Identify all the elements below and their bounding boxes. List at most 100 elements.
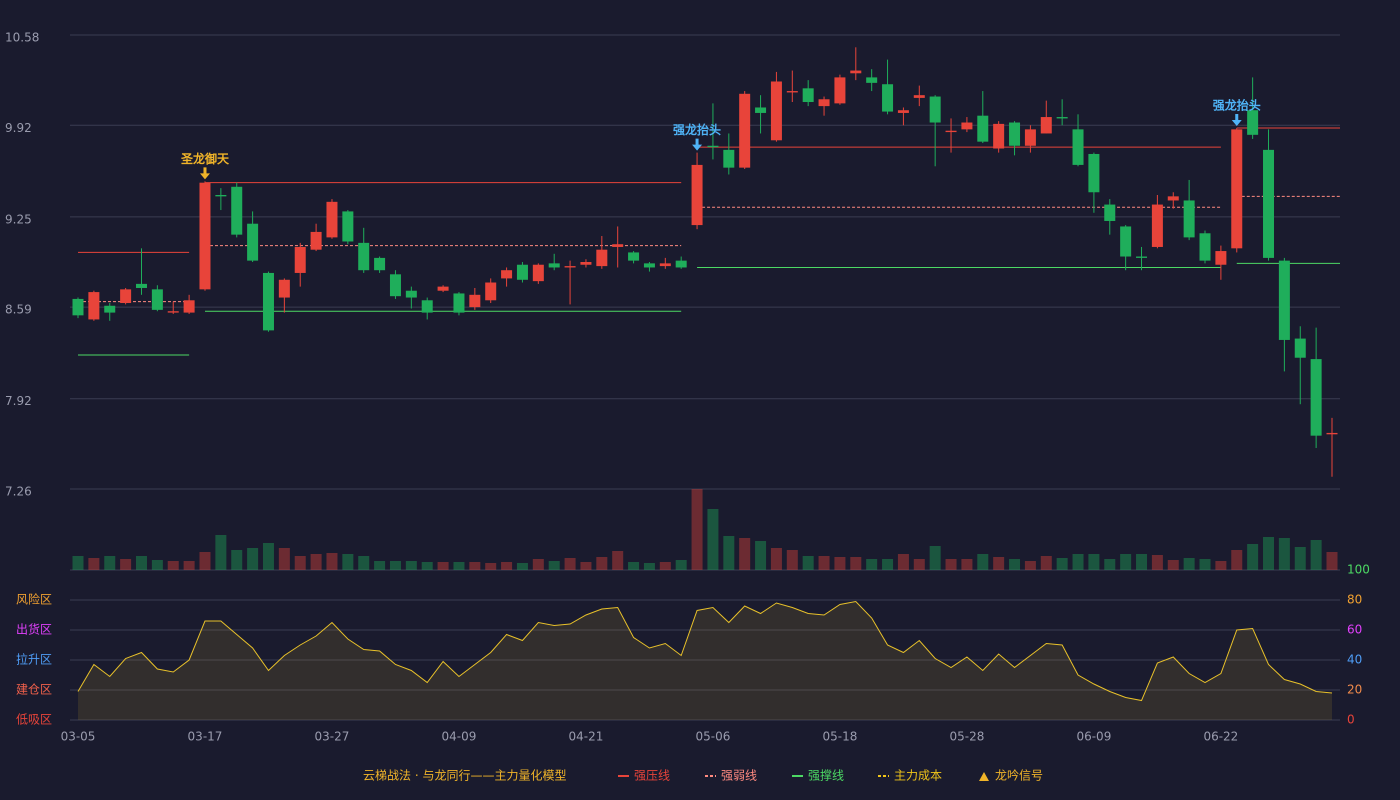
volume-bar xyxy=(135,556,147,570)
volume-bar xyxy=(882,559,894,570)
volume-bar xyxy=(675,560,687,570)
signal-label: 圣龙御天 xyxy=(180,151,230,166)
y-tick-label: 7.26 xyxy=(5,485,32,499)
volume-bar xyxy=(993,557,1005,570)
volume-bar xyxy=(786,550,798,570)
candle-body xyxy=(453,293,465,313)
volume-bar xyxy=(469,562,481,570)
candle-body xyxy=(850,70,862,74)
y2-tick-label: 40 xyxy=(1347,653,1362,667)
volume-bar xyxy=(167,561,179,570)
volume-bar xyxy=(231,550,243,570)
candle-body xyxy=(231,186,243,235)
volume-bar xyxy=(389,561,401,570)
volume-bar xyxy=(1263,537,1275,570)
volume-bar xyxy=(1278,538,1290,570)
candle-body xyxy=(342,211,354,242)
volume-bar xyxy=(691,489,703,570)
x-tick-label: 03-17 xyxy=(188,730,223,744)
candle-body xyxy=(469,294,481,308)
volume-bar xyxy=(88,558,100,570)
candle-body xyxy=(1215,251,1227,265)
volume-bar xyxy=(104,556,116,570)
volume-bar xyxy=(1183,558,1195,570)
zone-label: 建仓区 xyxy=(16,683,52,697)
candle-body xyxy=(1136,256,1148,258)
candle-body xyxy=(659,263,671,267)
candle-body xyxy=(1183,200,1195,238)
legend-label: 强撑线 xyxy=(808,768,844,783)
volume-bar xyxy=(818,556,830,570)
legend-label: 强压线 xyxy=(634,769,670,783)
volume-bar xyxy=(516,563,528,570)
volume-bar xyxy=(215,535,227,570)
volume-bar xyxy=(501,562,513,570)
candle-body xyxy=(1151,204,1163,247)
volume-bar xyxy=(1024,561,1036,570)
candle-body xyxy=(612,244,624,247)
legend-label: 龙吟信号 xyxy=(995,768,1043,783)
y2-tick-label: 20 xyxy=(1347,683,1362,697)
volume-bar xyxy=(1231,550,1243,570)
legend-label: 主力成本 xyxy=(894,769,942,783)
candle-body xyxy=(88,292,100,320)
volume-bar xyxy=(659,562,671,570)
candle-body xyxy=(151,289,163,310)
candle-body xyxy=(945,130,957,133)
volume-bar xyxy=(707,509,719,570)
volume-bar xyxy=(548,561,560,570)
volume-bar xyxy=(437,562,449,570)
candle-body xyxy=(1263,149,1275,258)
candle-body xyxy=(405,290,417,298)
volume-bar xyxy=(72,556,84,570)
volume-bar xyxy=(739,538,751,570)
volume-bar xyxy=(358,556,370,570)
candle-body xyxy=(1088,153,1100,193)
candle-body xyxy=(1278,260,1290,340)
candle-body xyxy=(120,289,132,304)
y2-tick-label: 60 xyxy=(1347,623,1362,637)
candle-body xyxy=(1247,110,1259,135)
candle-body xyxy=(866,77,878,83)
y-tick-label: 9.92 xyxy=(5,121,32,135)
candle-body xyxy=(1310,359,1322,436)
volume-bar xyxy=(262,543,274,570)
candle-body xyxy=(897,110,909,113)
volume-bar xyxy=(405,561,417,570)
volume-bar xyxy=(310,554,322,570)
candle-body xyxy=(596,249,608,267)
candle-body xyxy=(485,282,497,301)
volume-bar xyxy=(961,559,973,570)
x-tick-label: 03-27 xyxy=(315,730,350,744)
legend-label: 强弱线 xyxy=(721,769,757,783)
volume-bar xyxy=(453,562,465,570)
candle-body xyxy=(247,223,259,261)
candle-body xyxy=(437,286,449,291)
candle-body xyxy=(993,123,1005,149)
volume-bar xyxy=(897,554,909,570)
volume-bar xyxy=(612,551,624,570)
volume-bar xyxy=(485,563,497,570)
volume-bar xyxy=(564,558,576,570)
volume-bar xyxy=(1104,559,1116,570)
volume-bar xyxy=(199,552,211,570)
candle-body xyxy=(1120,226,1132,257)
candle-body xyxy=(516,264,528,280)
x-tick-label: 05-06 xyxy=(695,730,730,744)
zone-label: 风险区 xyxy=(16,592,52,607)
candle-body xyxy=(961,122,973,130)
candle-body xyxy=(1072,129,1084,165)
volume-bar xyxy=(913,559,925,570)
volume-bar xyxy=(326,553,338,570)
candle-body xyxy=(834,77,846,104)
candle-body xyxy=(643,263,655,268)
x-tick-label: 06-09 xyxy=(1076,730,1111,744)
volume-bar xyxy=(1310,540,1322,570)
volume-bar xyxy=(802,556,814,570)
volume-bar xyxy=(1167,560,1179,570)
candle-body xyxy=(739,93,751,168)
legend-marker xyxy=(979,772,989,781)
legend-title: 云梯战法 · 与龙同行——主力量化模型 xyxy=(363,769,566,783)
x-tick-label: 04-09 xyxy=(442,730,477,744)
